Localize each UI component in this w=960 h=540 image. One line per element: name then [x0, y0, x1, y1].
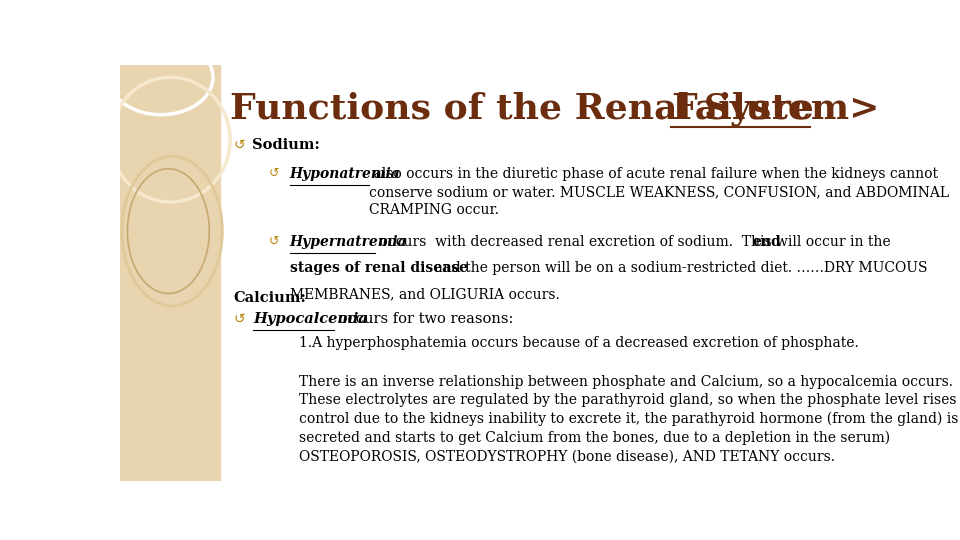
Text: Hypernatremia: Hypernatremia — [290, 235, 407, 249]
Text: end: end — [753, 235, 781, 249]
Text: ↺: ↺ — [269, 167, 279, 180]
Text: MEMBRANES, and OLIGURIA occurs.: MEMBRANES, and OLIGURIA occurs. — [290, 287, 560, 301]
Text: There is an inverse relationship between phosphate and Calcium, so a hypocalcemi: There is an inverse relationship between… — [299, 375, 960, 464]
Bar — [120, 65, 221, 481]
Text: Hypocalcemia: Hypocalcemia — [253, 312, 368, 326]
Text: also occurs in the diuretic phase of acute renal failure when the kidneys cannot: also occurs in the diuretic phase of acu… — [370, 167, 949, 217]
Text: stages of renal disease: stages of renal disease — [290, 261, 468, 275]
Text: ↺: ↺ — [233, 312, 245, 326]
Text: Failure: Failure — [671, 92, 814, 126]
Text: and the person will be on a sodium-restricted diet. ……DRY MUCOUS: and the person will be on a sodium-restr… — [429, 261, 927, 275]
Text: Sodium:: Sodium: — [252, 138, 320, 152]
Text: Calcium:: Calcium: — [233, 292, 306, 306]
Text: Hyponatremia: Hyponatremia — [290, 167, 400, 181]
Text: Functions of the Renal System>: Functions of the Renal System> — [230, 92, 892, 126]
Text: 1.A hyperphosphatemia occurs because of a decreased excretion of phosphate.: 1.A hyperphosphatemia occurs because of … — [299, 336, 858, 350]
Text: occurs for two reasons:: occurs for two reasons: — [333, 312, 513, 326]
Text: occurs  with decreased renal excretion of sodium.  This will occur in the: occurs with decreased renal excretion of… — [375, 235, 895, 249]
Text: ↺: ↺ — [269, 235, 279, 248]
Text: ↺: ↺ — [233, 138, 245, 152]
